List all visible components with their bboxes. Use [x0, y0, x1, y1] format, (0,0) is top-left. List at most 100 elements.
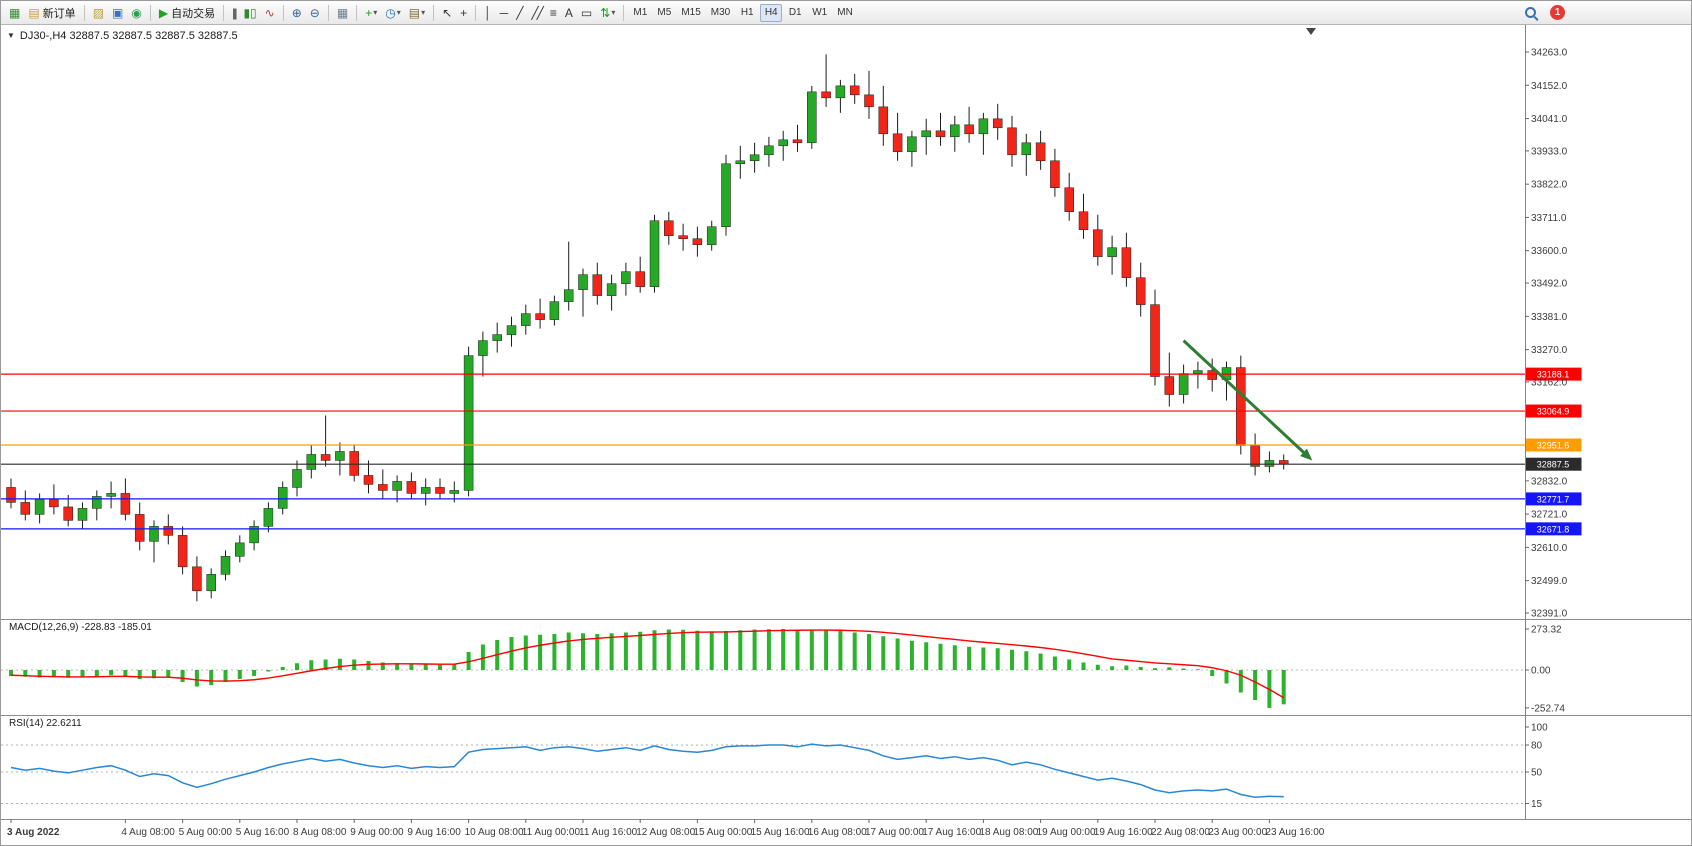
price-badge — [1525, 404, 1582, 418]
timeframe-M5[interactable]: M5 — [653, 4, 675, 22]
macd-label: MACD(12,26,9) -228.83 -185.01 — [9, 622, 152, 633]
timeframe-M30[interactable]: M30 — [707, 4, 734, 22]
svg-text:32771.7: 32771.7 — [1537, 494, 1570, 504]
search-button[interactable] — [1520, 3, 1542, 23]
macd-panel: 273.32 0.00 -252.74 — [1, 625, 1565, 714]
line-chart-button[interactable]: ∿ — [261, 3, 279, 23]
label-icon: ▭ — [580, 5, 593, 20]
indicators-button[interactable]: + ▾ — [361, 3, 381, 23]
shapes-button[interactable]: ⇅ ▾ — [596, 3, 619, 23]
svg-text:23 Aug 00:00: 23 Aug 00:00 — [1208, 827, 1267, 838]
svg-text:5 Aug 16:00: 5 Aug 16:00 — [236, 827, 290, 838]
svg-text:33822.0: 33822.0 — [1531, 180, 1568, 191]
dropdown-arrow-icon[interactable]: ▾ — [373, 8, 378, 17]
svg-text:33270.0: 33270.0 — [1531, 345, 1568, 356]
cursor-button[interactable]: ↖ — [438, 3, 456, 23]
trendline-button[interactable]: ╱ — [512, 3, 527, 23]
clock-icon: ◷ — [385, 5, 396, 20]
candles-layer — [6, 54, 1289, 602]
dropdown-arrow-icon[interactable]: ▾ — [396, 8, 401, 17]
timeframe-D1[interactable]: D1 — [784, 4, 806, 22]
label-button[interactable]: ▭ — [577, 3, 596, 23]
trend-arrow[interactable] — [1182, 339, 1313, 461]
toolbar-separator — [83, 4, 85, 21]
profiles-button[interactable]: ▣ — [108, 3, 127, 23]
svg-text:32671.8: 32671.8 — [1537, 524, 1570, 534]
svg-text:4 Aug 08:00: 4 Aug 08:00 — [121, 827, 175, 838]
zoom-in-button[interactable]: ⊕ — [288, 3, 306, 23]
horizontal-line-icon: ─ — [499, 5, 509, 20]
svg-text:5 Aug 00:00: 5 Aug 00:00 — [179, 827, 233, 838]
horizontal-line-button[interactable]: ─ — [496, 3, 513, 23]
new-order-button[interactable]: ▤ 新订单 — [24, 3, 79, 23]
crosshair-button[interactable]: + — [456, 3, 471, 23]
time-axis[interactable]: 3 Aug 2022 4 Aug 08:00 5 Aug 00:00 5 Aug 16… — [7, 819, 1325, 838]
svg-text:19 Aug 16:00: 19 Aug 16:00 — [1094, 827, 1153, 838]
price-badge — [1525, 457, 1582, 471]
price-axis[interactable]: 34263.0 34152.0 34041.0 33933.0 33822.0 33711… — [1525, 25, 1568, 819]
svg-text:32832.0: 32832.0 — [1531, 476, 1568, 487]
price-badge — [1525, 522, 1582, 536]
price-badge — [1525, 367, 1582, 381]
refresh-button[interactable]: ◉ — [127, 3, 145, 23]
fibonacci-icon: ≡ — [549, 5, 557, 20]
timeframe-H1[interactable]: H1 — [736, 4, 758, 22]
bar-chart-button[interactable]: ||| — [228, 3, 239, 23]
svg-text:34152.0: 34152.0 — [1531, 81, 1568, 92]
dropdown-arrow-icon[interactable]: ▾ — [611, 8, 616, 17]
chart-shift-marker-icon[interactable] — [1306, 28, 1316, 35]
hlines-layer: 33188.1 33064.9 32951.6 32887.5 32771.7 32671… — [1, 367, 1582, 536]
svg-text:10 Aug 08:00: 10 Aug 08:00 — [465, 827, 524, 838]
svg-text:16 Aug 08:00: 16 Aug 08:00 — [808, 827, 867, 838]
vertical-line-button[interactable]: │ — [480, 3, 496, 23]
notification-badge[interactable]: 1 — [1550, 5, 1565, 20]
play-icon: ▶ — [158, 5, 169, 20]
fibonacci-button[interactable]: ≡ — [546, 3, 561, 23]
channel-icon: ╱╱ — [531, 5, 544, 20]
periods-button[interactable]: ◷ ▾ — [381, 3, 405, 23]
candlestick-button[interactable]: ▮▯ — [239, 3, 260, 23]
zoom-out-button[interactable]: ⊖ — [306, 3, 324, 23]
svg-text:33162.0: 33162.0 — [1531, 377, 1568, 388]
timeframe-M15[interactable]: M15 — [677, 4, 704, 22]
svg-text:32721.0: 32721.0 — [1531, 510, 1568, 521]
metaeditor-button[interactable]: ▨ — [89, 3, 108, 23]
svg-text:33064.9: 33064.9 — [1537, 407, 1570, 417]
svg-text:17 Aug 16:00: 17 Aug 16:00 — [922, 827, 981, 838]
new-chart-button[interactable]: ▦ — [5, 3, 24, 23]
svg-text:9 Aug 00:00: 9 Aug 00:00 — [350, 827, 404, 838]
timeframe-M1[interactable]: M1 — [629, 4, 651, 22]
crosshair-icon: + — [460, 5, 468, 20]
svg-text:33711.0: 33711.0 — [1531, 213, 1567, 224]
macd-signal-line — [10, 629, 1285, 699]
timeframe-H4[interactable]: H4 — [760, 3, 783, 22]
channel-button[interactable]: ╱╱ — [527, 3, 545, 23]
candles-icon: ▮▯ — [243, 5, 257, 20]
svg-text:100: 100 — [1531, 723, 1548, 734]
svg-text:33188.1: 33188.1 — [1537, 370, 1570, 380]
svg-text:50: 50 — [1531, 768, 1543, 779]
svg-text:32391.0: 32391.0 — [1531, 609, 1568, 620]
chart-title: DJ30-,H4 32887.5 32887.5 32887.5 32887.5 — [19, 30, 238, 42]
price-badge — [1525, 492, 1582, 506]
templates-button[interactable]: ▤ ▾ — [405, 3, 429, 23]
layers-icon: ▣ — [112, 5, 124, 20]
autotrading-button[interactable]: ▶ 自动交易 — [155, 3, 219, 23]
svg-text:15 Aug 16:00: 15 Aug 16:00 — [751, 827, 810, 838]
dropdown-arrow-icon[interactable]: ▾ — [421, 8, 426, 17]
collapse-arrow-icon[interactable]: ▼ — [7, 31, 15, 40]
svg-text:32610.0: 32610.0 — [1531, 543, 1568, 554]
rsi-line — [10, 743, 1284, 798]
tile-windows-button[interactable]: ▦ — [333, 3, 352, 23]
timeframe-MN[interactable]: MN — [833, 4, 857, 22]
svg-text:34041.0: 34041.0 — [1531, 114, 1568, 125]
search-icon — [1524, 6, 1538, 20]
editor-icon: ▨ — [92, 5, 105, 20]
timeframe-W1[interactable]: W1 — [808, 4, 831, 22]
text-button[interactable]: A — [561, 3, 577, 23]
toolbar-right: 1 — [1520, 3, 1565, 23]
new-order-button-label: 新订单 — [42, 7, 76, 20]
svg-text:18 Aug 08:00: 18 Aug 08:00 — [979, 827, 1038, 838]
